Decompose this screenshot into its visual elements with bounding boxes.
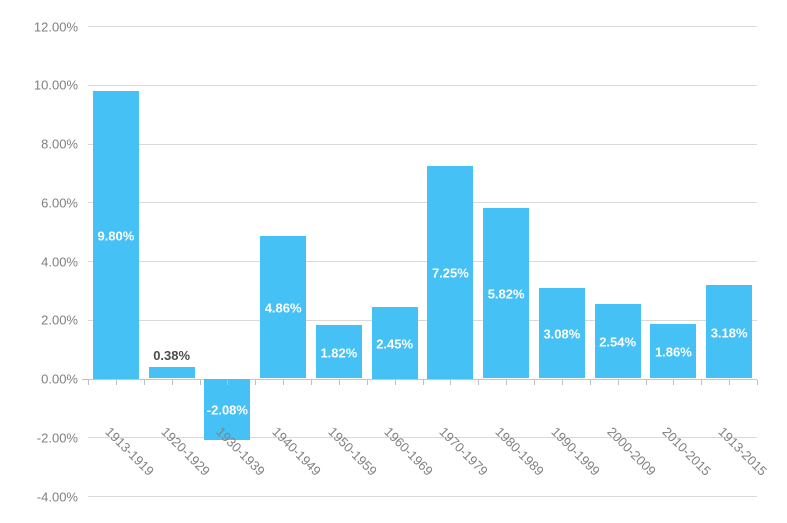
y-tick-label: 4.00% <box>41 254 78 269</box>
x-category-label: 1970-1979 <box>436 423 492 479</box>
category-axis-tick <box>561 379 563 385</box>
category-axis-tick <box>88 379 89 385</box>
category-axis-tick <box>311 379 312 385</box>
x-category-label: 1913-2015 <box>715 423 771 479</box>
category-axis-tick <box>366 379 368 385</box>
bar-value-label: 2.54% <box>599 334 637 350</box>
bar-value-label: 7.25% <box>431 265 469 281</box>
gridline <box>88 261 757 262</box>
bar-value-label: 2.45% <box>376 336 414 352</box>
category-axis-tick <box>338 379 340 385</box>
gridline <box>88 84 757 86</box>
category-axis-tick <box>143 379 145 385</box>
category-axis-tick <box>757 379 758 385</box>
gridline <box>88 319 757 321</box>
bar-value-label: 5.82% <box>487 286 525 302</box>
bar-2010-2015 <box>650 323 697 379</box>
zero-axis-line <box>82 378 757 380</box>
y-tick-label: 10.00% <box>33 77 78 93</box>
x-category-label: 1990-1999 <box>548 423 603 479</box>
bar-value-label: 3.08% <box>543 326 581 342</box>
gridline <box>88 26 757 27</box>
bar-value-label: 9.80% <box>97 228 135 244</box>
y-tick-label: 6.00% <box>41 195 78 211</box>
x-category-label: 1980-1989 <box>492 423 548 479</box>
category-axis-tick <box>199 379 201 385</box>
bar-1950-1959 <box>315 325 362 379</box>
bar-1930-1939 <box>204 378 251 440</box>
gridline <box>88 143 757 145</box>
gridline <box>88 437 757 439</box>
category-axis-tick <box>115 379 117 385</box>
x-category-label: 1913-1919 <box>102 423 157 479</box>
y-tick-label: -2.00% <box>36 430 78 446</box>
x-category-label: 1940-1949 <box>269 423 325 479</box>
bar-1913-1919 <box>92 90 139 379</box>
bar-value-label: 0.38% <box>153 348 191 364</box>
bar-value-label: 3.18% <box>710 325 748 341</box>
value-axis-tick <box>82 378 88 380</box>
x-category-label: 1950-1959 <box>325 423 380 479</box>
category-axis-tick <box>534 379 535 385</box>
category-axis-tick <box>422 379 424 385</box>
bar-1913-2015 <box>706 285 753 379</box>
bar-value-label: -2.08% <box>206 402 248 418</box>
bar-1990-1999 <box>538 288 585 379</box>
x-category-label: 1960-1969 <box>381 423 436 479</box>
bar-value-label: 4.86% <box>264 300 302 316</box>
category-axis-tick <box>283 379 285 385</box>
y-tick-label: 0.00% <box>41 371 78 387</box>
gridline <box>88 202 757 204</box>
bar-1980-1989 <box>483 207 530 379</box>
category-axis-tick <box>506 379 508 385</box>
category-axis-tick <box>673 379 675 385</box>
bar-value-label: 1.82% <box>320 345 358 361</box>
category-axis-tick <box>729 379 731 385</box>
category-axis-tick <box>701 379 703 385</box>
category-axis-tick <box>394 379 396 385</box>
bar-1970-1979 <box>427 165 474 379</box>
bar-value-label: 1.86% <box>654 344 692 360</box>
x-category-label: 2000-2009 <box>604 423 659 479</box>
category-axis-tick <box>645 379 647 385</box>
bar-1920-1929 <box>148 367 195 379</box>
category-axis-tick <box>171 379 173 385</box>
category-axis-tick <box>227 379 229 385</box>
category-axis-tick <box>255 379 257 385</box>
y-tick-label: 2.00% <box>41 312 78 328</box>
y-tick-label: 12.00% <box>33 19 78 34</box>
category-axis-tick <box>617 379 619 385</box>
y-tick-label: -4.00% <box>36 489 78 504</box>
x-category-label: 2010-2015 <box>659 423 715 479</box>
category-axis-tick <box>478 379 480 385</box>
bar-2000-2009 <box>594 303 641 379</box>
y-tick-label: 8.00% <box>41 136 78 152</box>
category-axis-tick <box>450 379 452 385</box>
bar-1960-1969 <box>371 306 418 379</box>
category-axis-tick <box>589 379 591 385</box>
gridline <box>88 496 757 497</box>
bar-1940-1949 <box>260 235 307 379</box>
